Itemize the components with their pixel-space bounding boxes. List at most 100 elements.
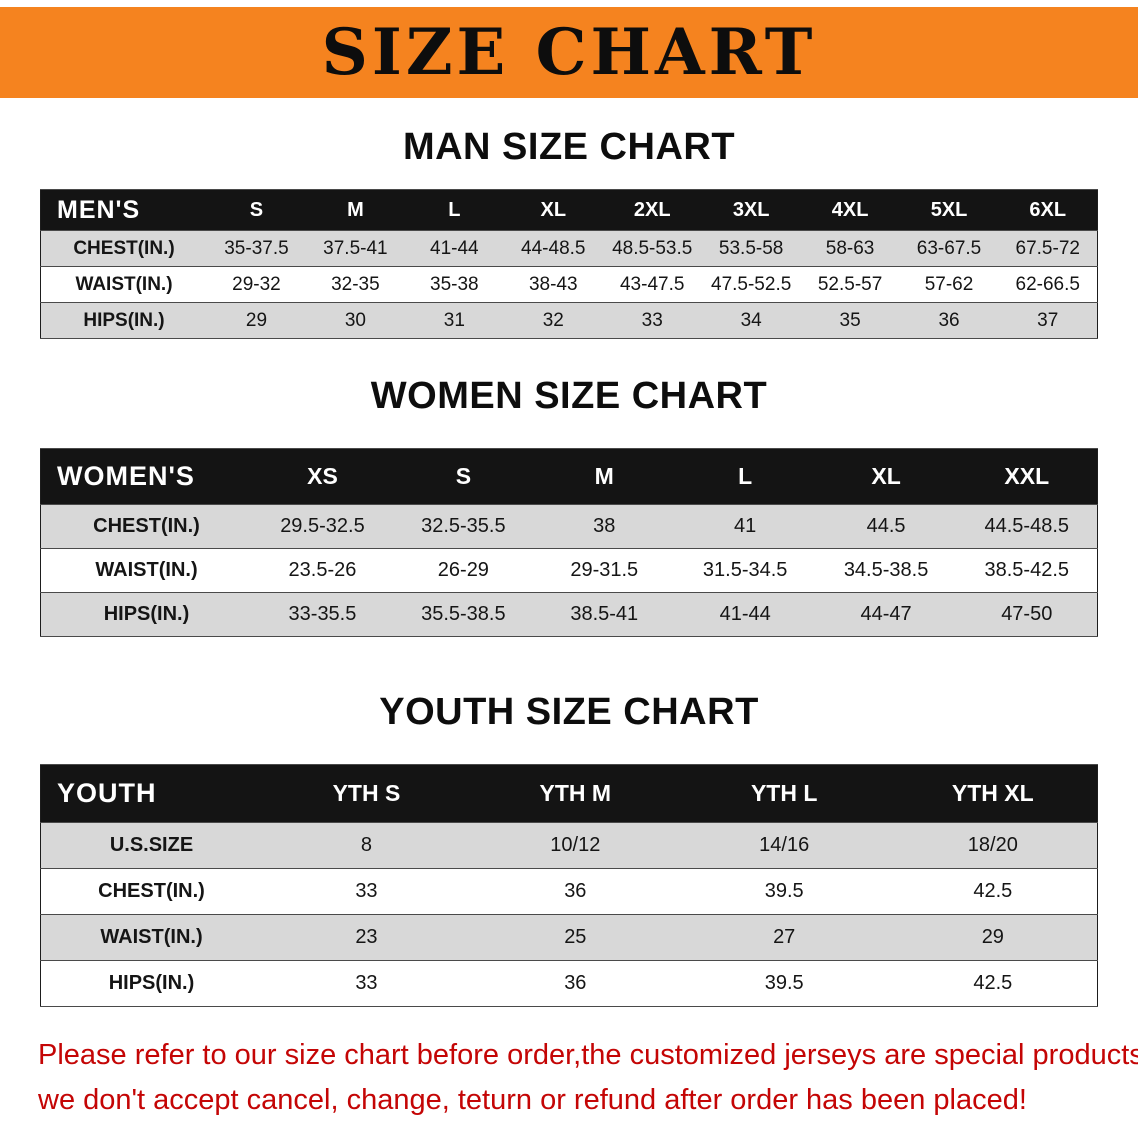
column-header: L — [674, 448, 816, 505]
youth-size-heading: YOUTH SIZE CHART — [379, 691, 759, 733]
row-label: U.S.SIZE — [40, 822, 262, 869]
header-row: YOUTH YTH S YTH M YTH L YTH XL — [40, 764, 1098, 823]
column-header: S — [392, 448, 534, 505]
table-row: CHEST(IN.) 35-37.5 37.5-41 41-44 44-48.5 48.5… — [40, 230, 1098, 267]
disclaimer-line-2: we don't accept cancel, change, teturn o… — [38, 1083, 1027, 1116]
table-corner-label: YOUTH — [40, 764, 262, 823]
disclaimer-line-1: Please refer to our size chart before or… — [38, 1039, 1138, 1071]
table-cell: 29-32 — [207, 266, 306, 303]
table-cell: 67.5-72 — [998, 230, 1098, 267]
table-row: HIPS(IN.) 29 30 31 32 33 34 35 36 37 — [40, 302, 1098, 339]
column-header: 2XL — [602, 189, 702, 231]
table-cell: 30 — [305, 302, 405, 339]
table-cell: 38 — [533, 504, 675, 549]
men-size-section: MAN SIZE CHART MEN'S S M L XL 2XL 3XL 4XL 5XL 6XL… — [0, 126, 1138, 339]
table-row: WAIST(IN.) 29-32 32-35 35-38 38-43 43-47.5 47.… — [40, 266, 1098, 303]
table-cell: 42.5 — [888, 868, 1098, 915]
table-cell: 31.5-34.5 — [674, 548, 816, 593]
column-header: XS — [252, 448, 393, 505]
table-cell: 47.5-52.5 — [701, 266, 801, 303]
table-cell: 58-63 — [800, 230, 900, 267]
table-cell: 33 — [262, 960, 471, 1007]
table-row: CHEST(IN.) 33 36 39.5 42.5 — [40, 868, 1098, 915]
table-row: WAIST(IN.) 23 25 27 29 — [40, 914, 1098, 961]
table-cell: 38.5-41 — [533, 592, 675, 637]
table-cell: 36 — [899, 302, 999, 339]
table-cell: 41-44 — [674, 592, 816, 637]
table-cell: 37.5-41 — [305, 230, 405, 267]
table-cell: 62-66.5 — [998, 266, 1098, 303]
column-header: 4XL — [800, 189, 900, 231]
column-header: L — [404, 189, 504, 231]
column-header: YTH S — [262, 764, 471, 823]
row-label: CHEST(IN.) — [40, 504, 252, 549]
table-cell: 44-48.5 — [503, 230, 603, 267]
table-cell: 29.5-32.5 — [252, 504, 393, 549]
column-header: S — [207, 189, 306, 231]
table-cell: 18/20 — [888, 822, 1098, 869]
disclaimer-text: Please refer to our size chart before or… — [38, 1033, 1138, 1123]
column-header: M — [305, 189, 405, 231]
column-header: 5XL — [899, 189, 999, 231]
youth-size-section: YOUTH SIZE CHART YOUTH YTH S YTH M YTH L YTH… — [0, 691, 1138, 1007]
table-cell: 32-35 — [305, 266, 405, 303]
table-row: U.S.SIZE 8 10/12 14/16 18/20 — [40, 822, 1098, 869]
size-chart-title: SIZE CHART — [321, 15, 817, 90]
table-corner-label: WOMEN'S — [40, 448, 252, 505]
table-row: WAIST(IN.) 23.5-26 26-29 29-31.5 31.5-34.5 34… — [40, 548, 1098, 593]
table-cell: 31 — [404, 302, 504, 339]
table-corner-label: MEN'S — [40, 189, 207, 231]
table-cell: 32 — [503, 302, 603, 339]
table-cell: 29 — [207, 302, 306, 339]
table-cell: 32.5-35.5 — [392, 504, 534, 549]
women-size-heading: WOMEN SIZE CHART — [370, 375, 768, 417]
table-cell: 29 — [888, 914, 1098, 961]
table-cell: 35 — [800, 302, 900, 339]
column-header: XL — [815, 448, 957, 505]
youth-size-table: YOUTH YTH S YTH M YTH L YTH XL U.S.SIZE 8 10/12… — [40, 764, 1098, 1007]
table-cell: 39.5 — [679, 960, 889, 1007]
table-cell: 44.5 — [815, 504, 957, 549]
table-cell: 23 — [262, 914, 471, 961]
column-header: 6XL — [998, 189, 1098, 231]
table-cell: 33-35.5 — [252, 592, 393, 637]
table-cell: 52.5-57 — [800, 266, 900, 303]
men-size-heading: MAN SIZE CHART — [402, 126, 736, 168]
column-header: YTH M — [470, 764, 680, 823]
table-cell: 37 — [998, 302, 1098, 339]
column-header: M — [533, 448, 675, 505]
row-label: HIPS(IN.) — [40, 592, 252, 637]
column-header: YTH XL — [888, 764, 1098, 823]
header-row: WOMEN'S XS S M L XL XXL — [40, 448, 1098, 505]
table-cell: 44-47 — [815, 592, 957, 637]
size-chart-banner: SIZE CHART — [0, 7, 1138, 98]
row-label: WAIST(IN.) — [40, 266, 207, 303]
table-row: HIPS(IN.) 33 36 39.5 42.5 — [40, 960, 1098, 1007]
table-cell: 33 — [602, 302, 702, 339]
table-cell: 44.5-48.5 — [956, 504, 1098, 549]
table-cell: 43-47.5 — [602, 266, 702, 303]
table-cell: 14/16 — [679, 822, 889, 869]
table-cell: 35-37.5 — [207, 230, 306, 267]
table-cell: 35.5-38.5 — [392, 592, 534, 637]
table-cell: 39.5 — [679, 868, 889, 915]
table-cell: 63-67.5 — [899, 230, 999, 267]
women-size-section: WOMEN SIZE CHART WOMEN'S XS S M L XL XXL CHEST(… — [0, 375, 1138, 637]
table-cell: 33 — [262, 868, 471, 915]
men-size-table: MEN'S S M L XL 2XL 3XL 4XL 5XL 6XL CHEST(IN.) 35-37… — [40, 189, 1098, 339]
table-cell: 48.5-53.5 — [602, 230, 702, 267]
table-cell: 23.5-26 — [252, 548, 393, 593]
table-cell: 26-29 — [392, 548, 534, 593]
table-row: HIPS(IN.) 33-35.5 35.5-38.5 38.5-41 41-44 44-… — [40, 592, 1098, 637]
table-cell: 36 — [470, 868, 680, 915]
row-label: WAIST(IN.) — [40, 548, 252, 593]
column-header: XXL — [956, 448, 1098, 505]
table-cell: 41-44 — [404, 230, 504, 267]
row-label: HIPS(IN.) — [40, 960, 262, 1007]
table-cell: 47-50 — [956, 592, 1098, 637]
table-cell: 25 — [470, 914, 680, 961]
table-cell: 8 — [262, 822, 471, 869]
table-cell: 36 — [470, 960, 680, 1007]
table-cell: 41 — [674, 504, 816, 549]
